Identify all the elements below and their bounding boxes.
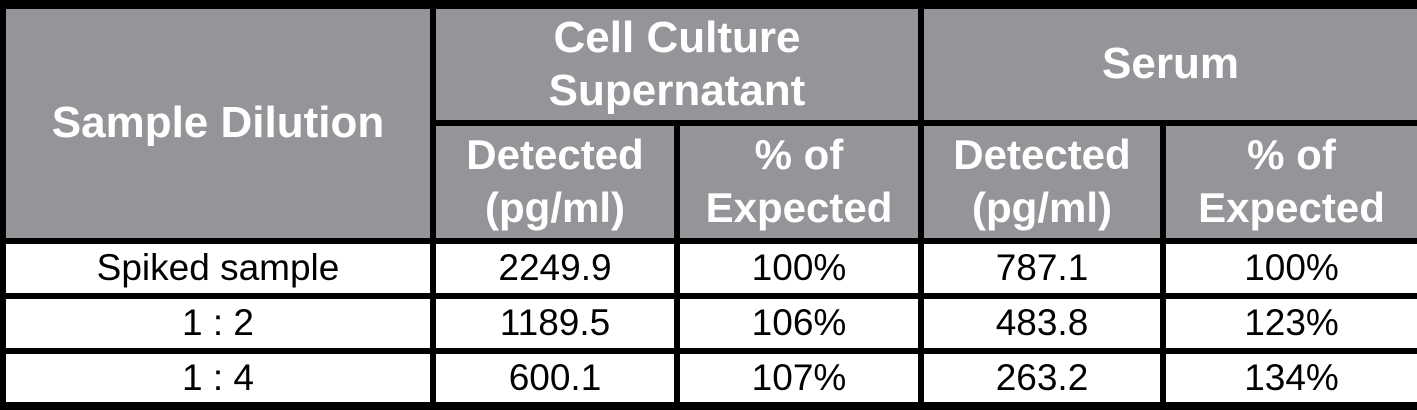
group-header-row: Sample Dilution Cell Culture Supernatant… <box>0 1 1417 244</box>
header-group-cell-culture-supernatant: Cell Culture Supernatant <box>430 1 924 126</box>
cell-dilution: 1 : 2 <box>0 292 436 354</box>
cell-dilution: Spiked sample <box>0 237 436 299</box>
cell-serum-percent-expected: 100% <box>1159 237 1417 299</box>
cell-serum-detected: 787.1 <box>918 237 1166 299</box>
header-sample-dilution: Sample Dilution <box>0 1 436 244</box>
cell-cc-percent-expected: 100% <box>674 237 924 299</box>
cell-cc-percent-expected: 107% <box>674 347 924 410</box>
cell-cc-detected: 2249.9 <box>430 237 680 299</box>
subheader-cc-detected: Detected (pg/ml) <box>430 119 680 244</box>
cell-cc-detected: 1189.5 <box>430 292 680 354</box>
table-row-1-2: 1 : 2 1189.5 106% 483.8 123% <box>0 292 1417 354</box>
header-group-serum: Serum <box>917 1 1417 126</box>
cell-cc-detected: 600.1 <box>430 347 680 410</box>
subheader-serum-detected: Detected (pg/ml) <box>918 119 1166 244</box>
cell-cc-percent-expected: 106% <box>674 292 924 354</box>
sub-header-row: Detected (pg/ml) % of Expected Detected … <box>3 119 1417 244</box>
cell-serum-percent-expected: 134% <box>1159 347 1417 410</box>
cell-serum-detected: 483.8 <box>918 292 1166 354</box>
cell-dilution: 1 : 4 <box>0 347 436 410</box>
table-row-1-4: 1 : 4 600.1 107% 263.2 134% <box>0 347 1417 410</box>
table-row-spiked-sample: Spiked sample 2249.9 100% 787.1 100% <box>0 237 1417 299</box>
subheader-cc-percent-expected: % of Expected <box>674 119 924 244</box>
cell-serum-detected: 263.2 <box>918 347 1166 410</box>
cell-serum-percent-expected: 123% <box>1159 292 1417 354</box>
subheader-serum-percent-expected: % of Expected <box>1159 119 1417 244</box>
